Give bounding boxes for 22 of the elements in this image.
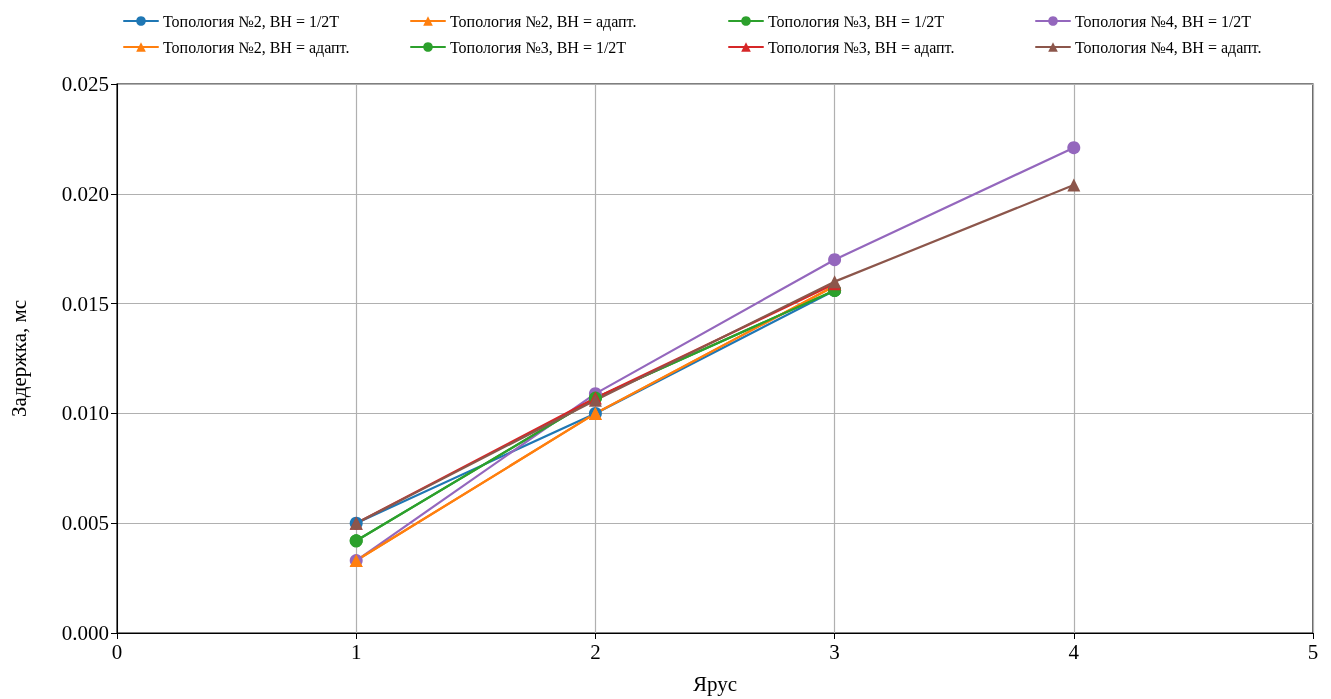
y-tick-label: 0.025	[61, 72, 109, 96]
x-tick-label: 5	[1307, 639, 1319, 664]
legend-label: Топология №3, BH = адапт.	[768, 38, 955, 57]
y-tick-label: 0.000	[61, 621, 109, 645]
y-tick-label: 0.005	[61, 511, 109, 536]
x-tick-label: 2	[590, 639, 601, 664]
legend-label: Топология №3, BH = 1/2T	[450, 38, 627, 56]
legend-label: Топология №4, BH = адапт.	[1075, 38, 1262, 57]
x-tick-label: 1	[350, 639, 362, 664]
legend-label: Топология №2, BH = адапт.	[450, 12, 637, 31]
y-tick-label: 0.015	[61, 291, 109, 316]
y-tick-label: 0.020	[61, 181, 109, 206]
y-axis-title: Задержка, мс	[6, 299, 31, 418]
x-tick-label: 3	[829, 639, 840, 664]
legend-label: Топология №2, BH = 1/2T	[163, 12, 340, 30]
x-tick-label: 0	[111, 639, 123, 664]
x-tick-label: 4	[1068, 639, 1080, 664]
legend-label: Топология №3, BH = 1/2T	[768, 12, 945, 30]
y-tick-label: 0.010	[61, 401, 109, 426]
legend-label: Топология №4, BH = 1/2T	[1075, 12, 1252, 30]
legend-label: Топология №2, BH = адапт.	[163, 38, 350, 57]
x-axis-title: Ярус	[692, 671, 738, 696]
